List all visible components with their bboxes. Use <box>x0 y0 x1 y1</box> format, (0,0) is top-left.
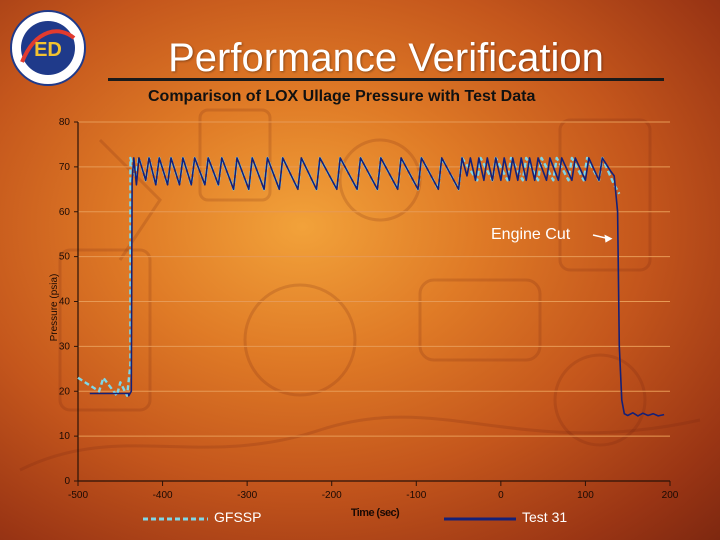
legend-label-test-31: Test 31 <box>522 509 567 525</box>
x-tick-label: -500 <box>68 490 88 501</box>
x-tick-label: -200 <box>322 490 342 501</box>
y-tick-label: 10 <box>59 431 71 442</box>
x-tick-label: -400 <box>153 490 173 501</box>
chart-series <box>77 156 665 417</box>
y-tick-label: 20 <box>59 386 71 397</box>
x-tick-label: 200 <box>662 490 679 501</box>
y-tick-label: 40 <box>59 297 71 308</box>
y-tick-label: 30 <box>59 341 71 352</box>
series-line-gfssp <box>77 156 621 397</box>
logo-mark: ED <box>34 39 62 61</box>
y-axis-label: Pressure (psia) <box>49 274 60 342</box>
engine-cut-arrowhead <box>604 234 613 243</box>
slide-title: Performance Verification <box>168 36 604 80</box>
y-tick-label: 0 <box>64 476 70 487</box>
x-axis-label: Time (sec) <box>351 507 400 519</box>
legend-label-gfssp: GFSSP <box>214 509 261 525</box>
x-tick-label: 0 <box>498 490 504 501</box>
x-tick-label: -300 <box>237 490 257 501</box>
title-underline <box>108 78 664 81</box>
x-tick-label: -100 <box>406 490 426 501</box>
chart-axes <box>74 121 671 486</box>
y-tick-label: 60 <box>59 207 71 218</box>
engine-cut-annotation: Engine Cut <box>491 226 571 243</box>
engineering-directorate-logo: ED <box>8 8 88 88</box>
chart-labels: 0 10 20 30 40 50 60 70 80 -500 -400 -300 -200 -100 0 10… <box>49 117 679 525</box>
y-tick-label: 80 <box>59 117 71 128</box>
x-tick-label: 100 <box>577 490 594 501</box>
series-line-test-31 <box>89 157 665 417</box>
chart-title: Comparison of LOX Ullage Pressure with T… <box>148 88 536 105</box>
y-tick-label: 70 <box>59 162 71 173</box>
y-tick-label: 50 <box>59 252 71 263</box>
